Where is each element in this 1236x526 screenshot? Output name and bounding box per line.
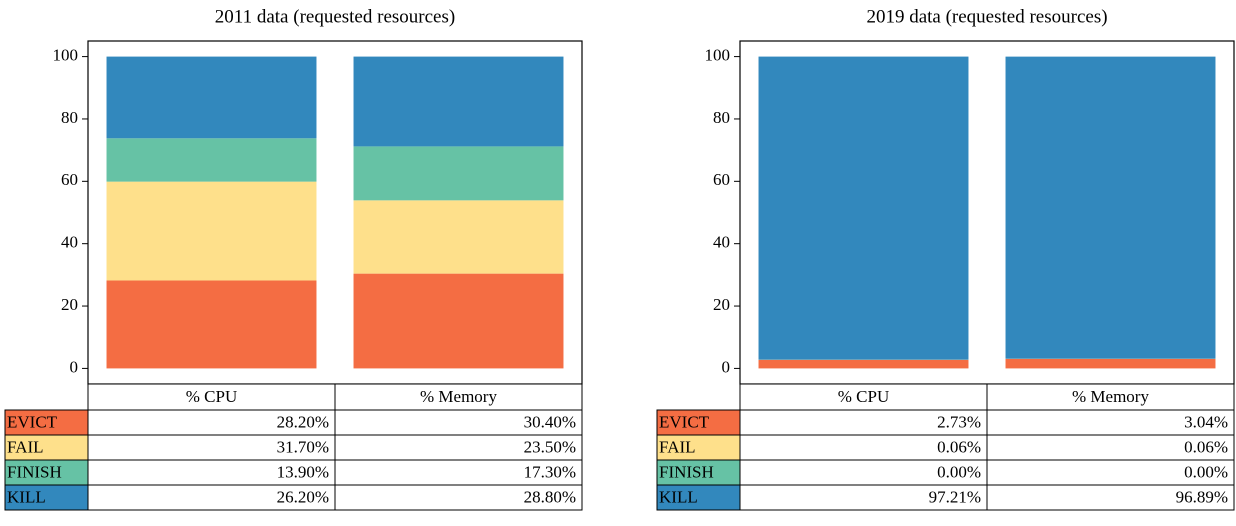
table-header-cell bbox=[334, 383, 583, 411]
row-label: FAIL bbox=[7, 437, 44, 456]
table-cell bbox=[334, 434, 583, 461]
bar-segment bbox=[1005, 358, 1216, 369]
y-tick-label: 60 bbox=[61, 170, 78, 189]
table-value: 0.00% bbox=[1184, 462, 1228, 481]
table-header: % CPU bbox=[186, 387, 237, 406]
bar-segment bbox=[1005, 56, 1216, 359]
table-value: 28.80% bbox=[524, 487, 576, 506]
table-value: 26.20% bbox=[277, 487, 329, 506]
row-label: KILL bbox=[659, 487, 698, 506]
table-cell bbox=[334, 459, 583, 486]
row-label-cell bbox=[4, 459, 89, 486]
table-value: 17.30% bbox=[524, 462, 576, 481]
bar-segment bbox=[758, 56, 969, 360]
table-value: 28.20% bbox=[277, 412, 329, 431]
bar-segment bbox=[353, 56, 564, 147]
row-label-cell bbox=[4, 484, 89, 511]
row-label: FINISH bbox=[7, 462, 62, 481]
table-value: 97.21% bbox=[929, 487, 981, 506]
table-value: 2.73% bbox=[937, 412, 981, 431]
table-value: 23.50% bbox=[524, 437, 576, 456]
table-header-cell bbox=[87, 383, 336, 411]
row-label: KILL bbox=[7, 487, 46, 506]
table-value: 0.06% bbox=[1184, 437, 1228, 456]
table-header: % Memory bbox=[420, 387, 497, 406]
row-label: FINISH bbox=[659, 462, 714, 481]
y-tick-label: 40 bbox=[61, 233, 78, 252]
table-value: 3.04% bbox=[1184, 412, 1228, 431]
y-tick-label: 60 bbox=[713, 170, 730, 189]
y-tick-label: 20 bbox=[61, 295, 78, 314]
bar-segment bbox=[106, 138, 317, 182]
table-cell bbox=[986, 409, 1235, 436]
table-cell bbox=[739, 434, 988, 461]
bar-segment bbox=[353, 273, 564, 369]
y-tick-label: 100 bbox=[53, 45, 79, 64]
bar-segment bbox=[353, 200, 564, 274]
table-cell bbox=[334, 484, 583, 511]
table-cell bbox=[986, 459, 1235, 486]
table-value: 30.40% bbox=[524, 412, 576, 431]
table-value: 0.06% bbox=[937, 437, 981, 456]
table-header: % CPU bbox=[838, 387, 889, 406]
chart-title: 2011 data (requested resources) bbox=[215, 6, 455, 27]
chart-title: 2019 data (requested resources) bbox=[866, 6, 1107, 27]
y-tick-label: 80 bbox=[61, 108, 78, 127]
table-cell bbox=[986, 484, 1235, 511]
row-label-cell bbox=[656, 484, 741, 511]
y-tick-label: 40 bbox=[713, 233, 730, 252]
table-cell bbox=[739, 459, 988, 486]
table-cell bbox=[87, 484, 336, 511]
table-value: 0.00% bbox=[937, 462, 981, 481]
row-label: EVICT bbox=[659, 412, 710, 431]
y-tick-label: 20 bbox=[713, 295, 730, 314]
table-value: 31.70% bbox=[277, 437, 329, 456]
bar-segment bbox=[106, 56, 317, 139]
y-tick-label: 100 bbox=[705, 45, 731, 64]
table-value: 96.89% bbox=[1176, 487, 1228, 506]
y-tick-label: 0 bbox=[722, 357, 731, 376]
bar-segment bbox=[106, 181, 317, 281]
row-label: EVICT bbox=[7, 412, 58, 431]
bar-segment bbox=[353, 146, 564, 201]
bar-segment bbox=[758, 359, 969, 369]
table-header-cell bbox=[986, 383, 1235, 411]
table-cell bbox=[739, 484, 988, 511]
y-tick-label: 0 bbox=[70, 357, 79, 376]
table-cell bbox=[87, 434, 336, 461]
table-value: 13.90% bbox=[277, 462, 329, 481]
y-tick-label: 80 bbox=[713, 108, 730, 127]
row-label: FAIL bbox=[659, 437, 696, 456]
table-header: % Memory bbox=[1072, 387, 1149, 406]
table-header-cell bbox=[739, 383, 988, 411]
bar-segment bbox=[106, 280, 317, 369]
table-cell bbox=[986, 434, 1235, 461]
